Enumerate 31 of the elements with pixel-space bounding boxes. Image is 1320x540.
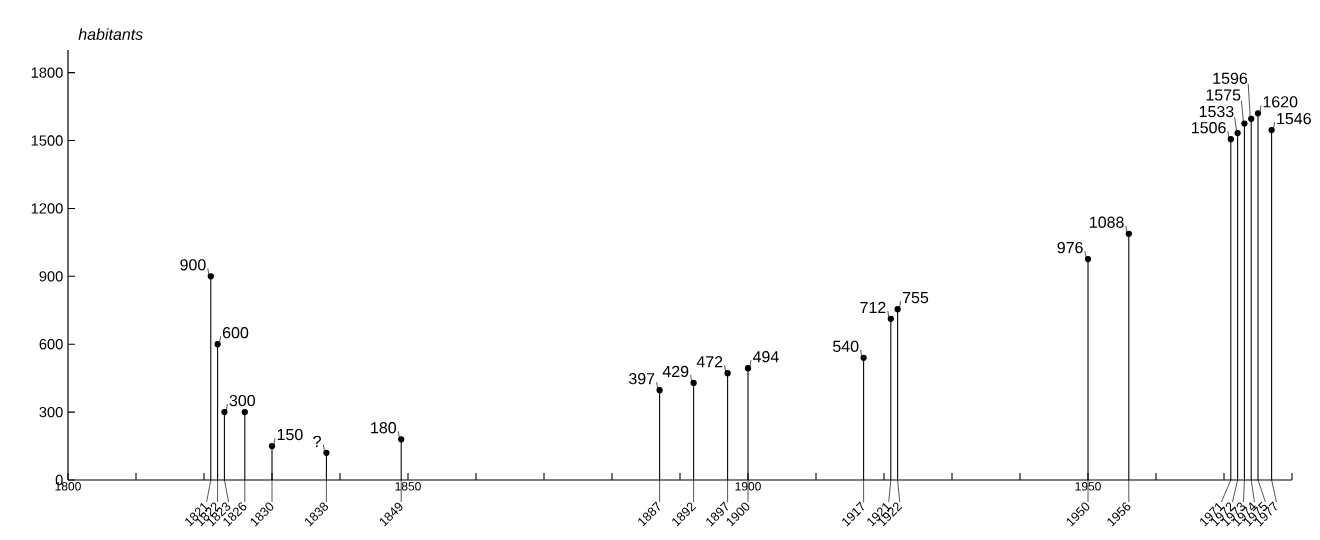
data-label: 600: [222, 327, 249, 339]
data-label: 1088: [1090, 216, 1124, 228]
data-label: 300: [229, 394, 256, 407]
data-label: 150: [277, 428, 303, 441]
data-label: 494: [752, 351, 779, 363]
data-label: 976: [1057, 241, 1083, 254]
x-tick-label: 1900: [735, 482, 761, 491]
data-label: 180: [371, 422, 397, 434]
data-label: 1533: [1199, 105, 1234, 118]
y-tick-label: 300: [39, 406, 63, 418]
data-label: 1546: [1277, 112, 1311, 125]
x-tick-label: 1850: [395, 482, 421, 491]
data-label: 429: [662, 365, 689, 378]
data-label: 900: [180, 259, 206, 271]
y-tick-label: 600: [39, 339, 63, 350]
data-label: 472: [696, 356, 723, 368]
data-label: 397: [628, 372, 655, 385]
data-label: 540: [833, 340, 859, 352]
y-tick-label: 1500: [31, 135, 63, 146]
data-label: 755: [902, 292, 929, 304]
data-label: 1620: [1263, 96, 1298, 108]
y-tick-label: 1200: [31, 203, 63, 214]
data-label: 1596: [1213, 72, 1248, 84]
y-axis-title: habitants: [78, 28, 143, 40]
data-label: 1575: [1206, 89, 1241, 101]
y-tick-label: 1800: [31, 67, 63, 78]
data-label: 1506: [1192, 122, 1226, 134]
data-label: 712: [860, 301, 886, 313]
y-tick-label: 900: [39, 271, 63, 282]
data-label: ?: [313, 435, 321, 447]
x-tick-label: 1950: [1075, 482, 1101, 491]
